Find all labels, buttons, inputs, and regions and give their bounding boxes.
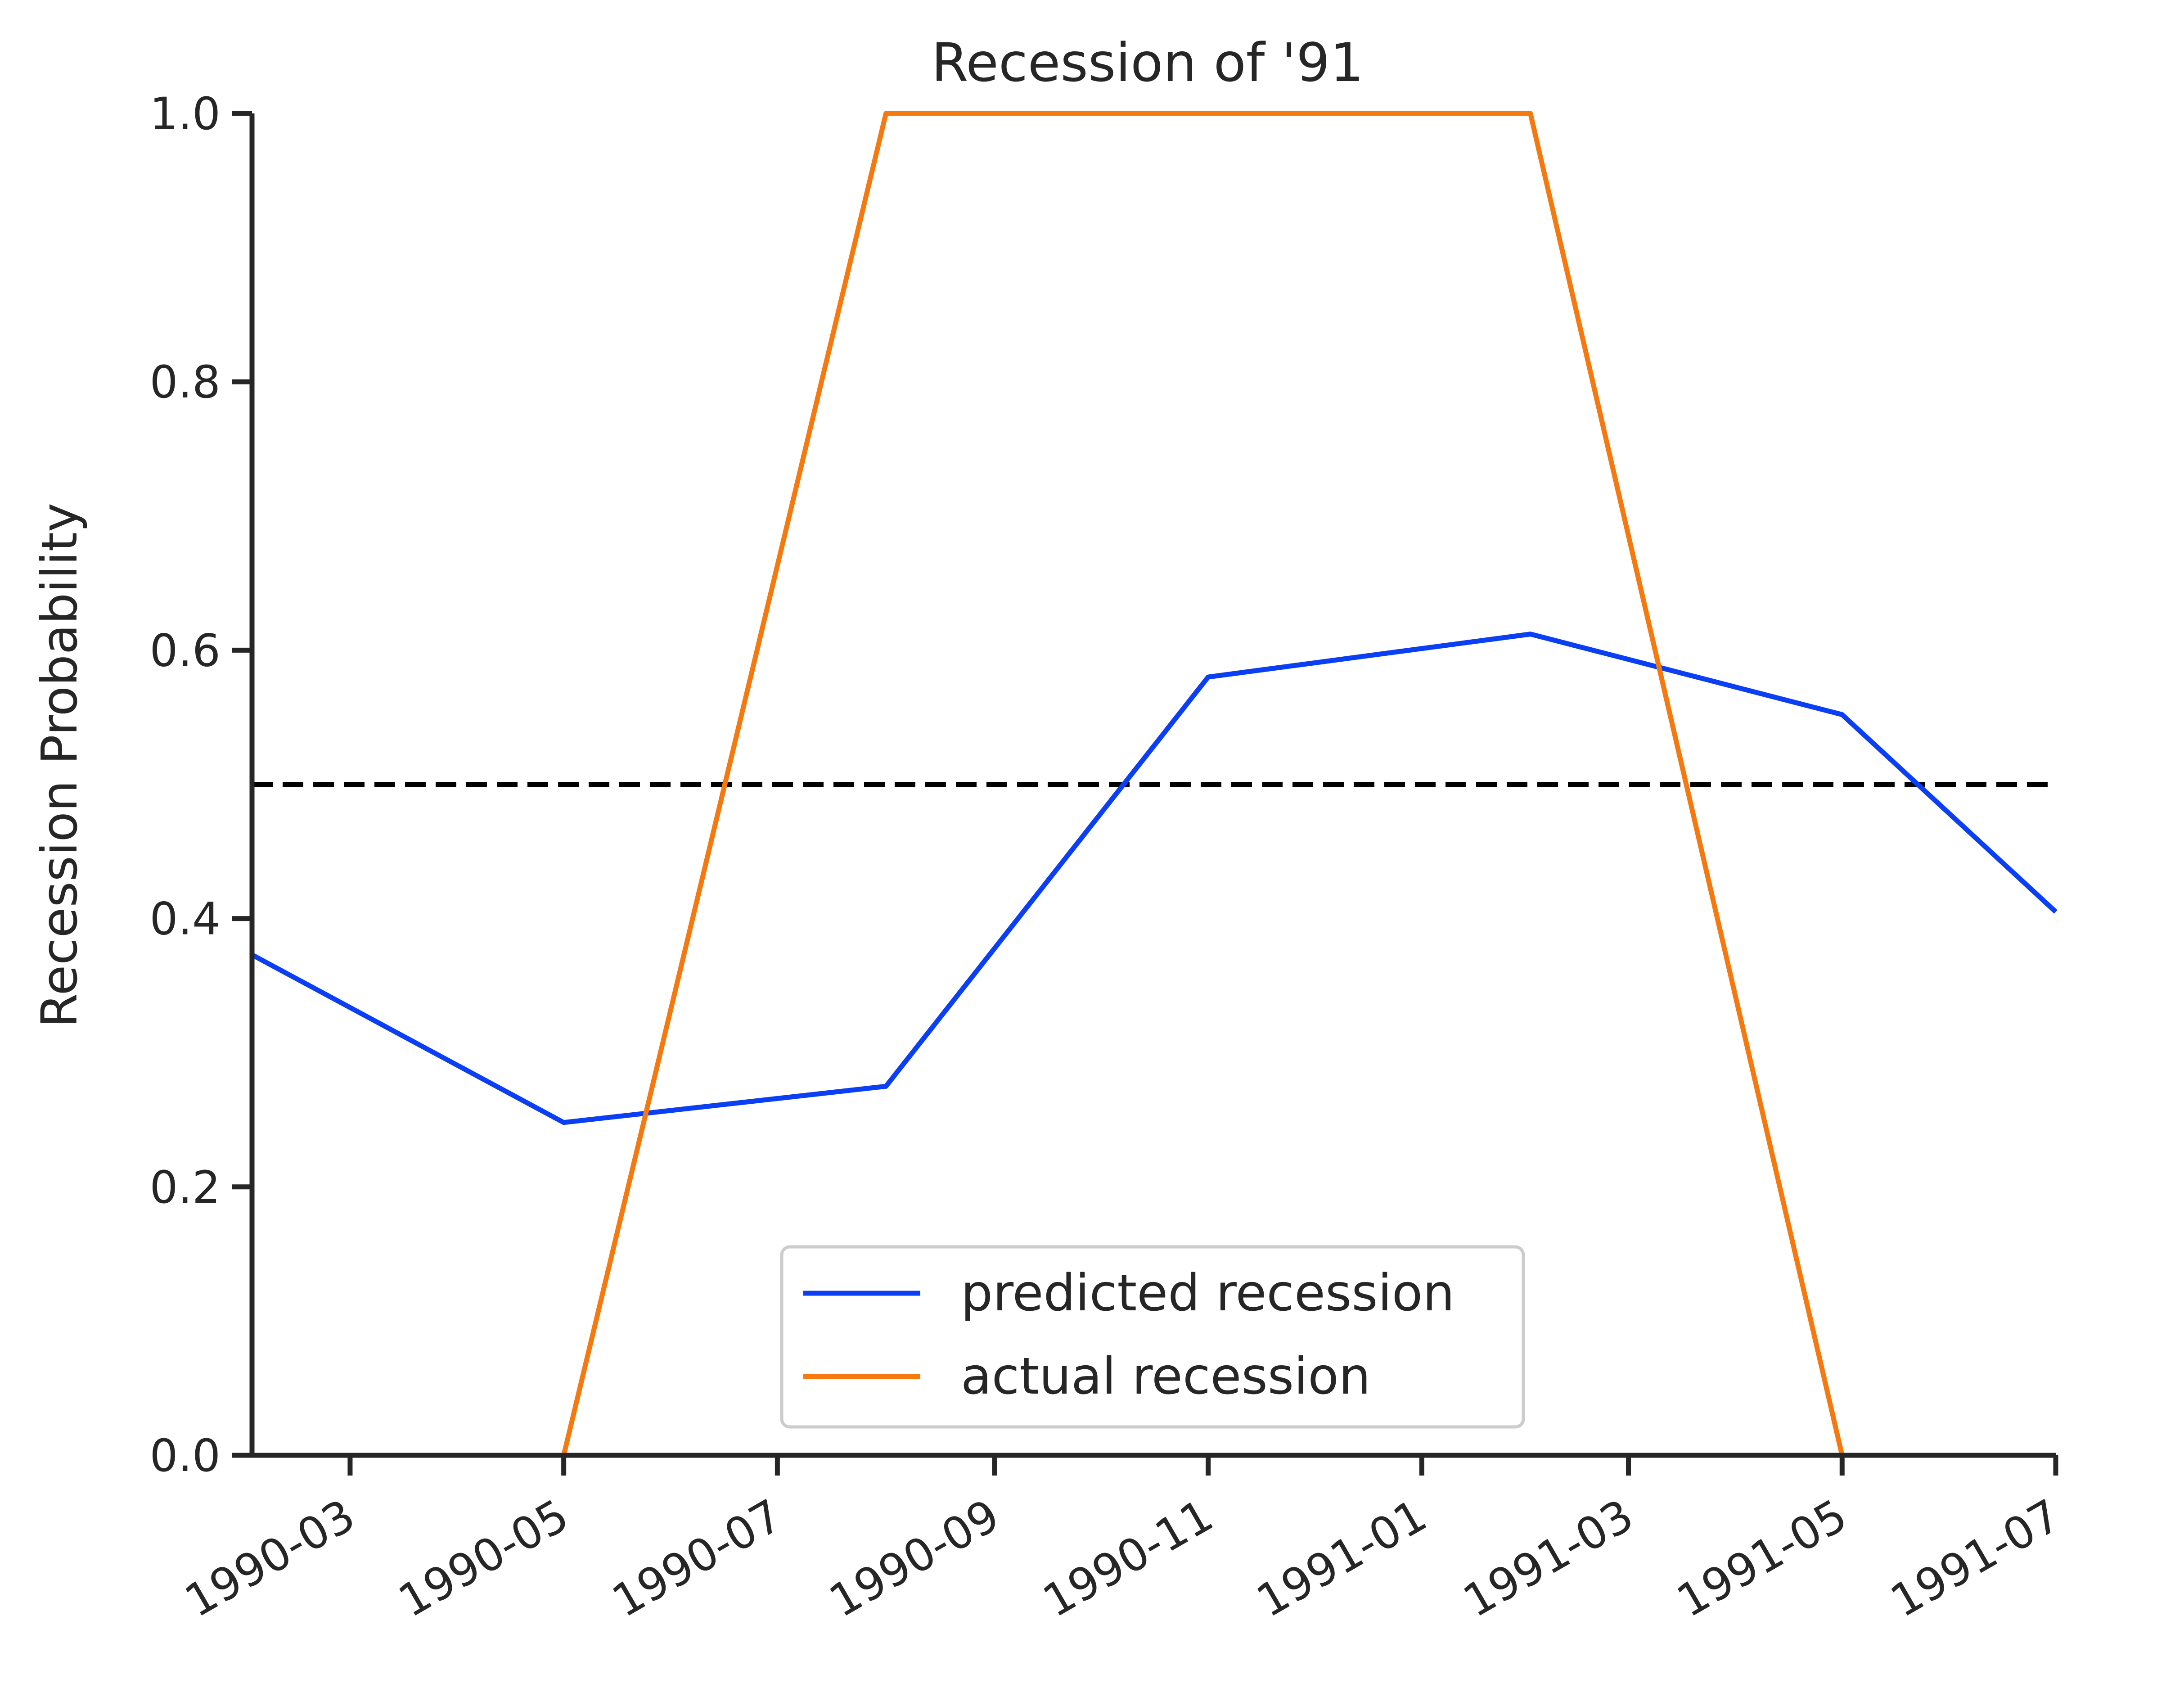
x-tick-label: 1990-03 [176, 1489, 364, 1627]
y-tick-label: 1.0 [150, 88, 221, 140]
x-tick-label: 1991-03 [1455, 1489, 1642, 1627]
x-tick-label: 1991-01 [1248, 1489, 1436, 1627]
y-tick-label: 0.8 [150, 357, 221, 408]
legend: predicted recession actual recession [780, 1245, 1525, 1429]
y-axis-title: Recession Probability [31, 503, 88, 1028]
x-tick-label: 1991-07 [1882, 1489, 2069, 1627]
y-axis: 0.0 0.2 0.4 0.6 0.8 1.0 [150, 88, 252, 1482]
y-tick-label: 0.0 [150, 1430, 221, 1482]
y-tick-label: 0.6 [150, 625, 221, 677]
x-tick-label: 1991-05 [1669, 1489, 1856, 1627]
legend-label-actual: actual recession [961, 1347, 1371, 1406]
x-tick-label: 1990-11 [1035, 1489, 1222, 1627]
chart-title: Recession of '91 [932, 32, 1364, 94]
x-tick-label: 1990-05 [390, 1489, 577, 1627]
y-tick-label: 0.4 [150, 894, 221, 945]
y-tick-label: 0.2 [150, 1162, 221, 1214]
x-axis: 1990-03 1990-05 1990-07 1990-09 1990-11 1991-… [176, 1455, 2069, 1628]
x-tick-label: 1990-09 [821, 1489, 1008, 1627]
legend-label-predicted: predicted recession [961, 1264, 1454, 1322]
series-line-predicted [251, 632, 2058, 1125]
x-tick-label: 1990-07 [604, 1489, 791, 1627]
legend-frame [780, 1245, 1525, 1429]
